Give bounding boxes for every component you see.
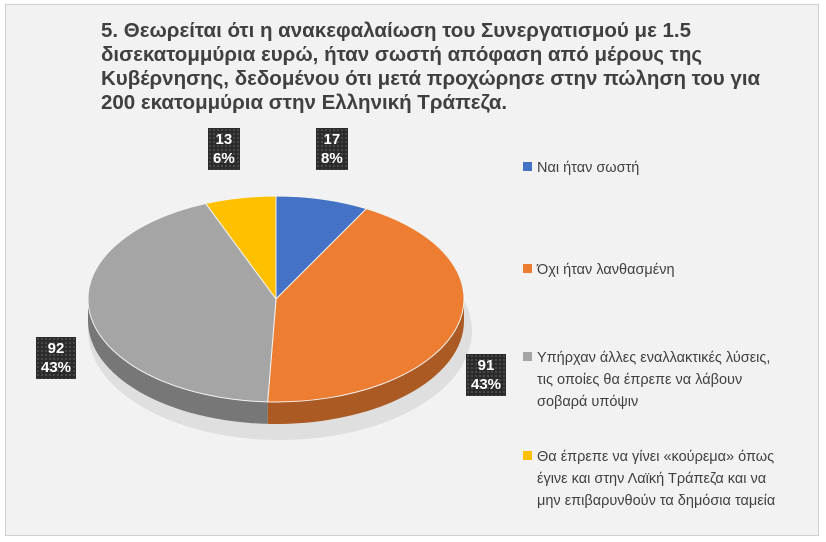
data-label-percent: 8% xyxy=(321,150,343,167)
pie-slice-1[interactable] xyxy=(275,195,368,301)
pie-slice-2[interactable] xyxy=(267,208,465,403)
data-label-2: 91 43% xyxy=(466,354,507,396)
data-label-3: 92 43% xyxy=(36,337,77,379)
data-label-percent: 43% xyxy=(41,359,72,376)
chart-title: 5. Θεωρείται ότι η ανακεφαλαίωση του Συν… xyxy=(101,19,761,114)
pie-slice-3[interactable] xyxy=(87,202,277,403)
data-label-value: 17 xyxy=(323,131,341,148)
data-label-percent: 6% xyxy=(213,150,235,167)
data-label-1: 17 8% xyxy=(316,128,348,170)
pie-chart xyxy=(87,195,472,440)
data-label-value: 92 xyxy=(47,340,65,357)
pie-slice-side-2 xyxy=(267,299,464,425)
pie-slice-4[interactable] xyxy=(204,195,277,301)
data-label-percent: 43% xyxy=(471,376,502,393)
data-label-4: 13 6% xyxy=(208,128,240,170)
chart-frame: 5. Θεωρείται ότι η ανακεφαλαίωση του Συν… xyxy=(5,4,819,536)
data-label-value: 91 xyxy=(477,357,495,374)
data-label-value: 13 xyxy=(215,131,233,148)
pie-slice-side-3 xyxy=(88,299,268,424)
